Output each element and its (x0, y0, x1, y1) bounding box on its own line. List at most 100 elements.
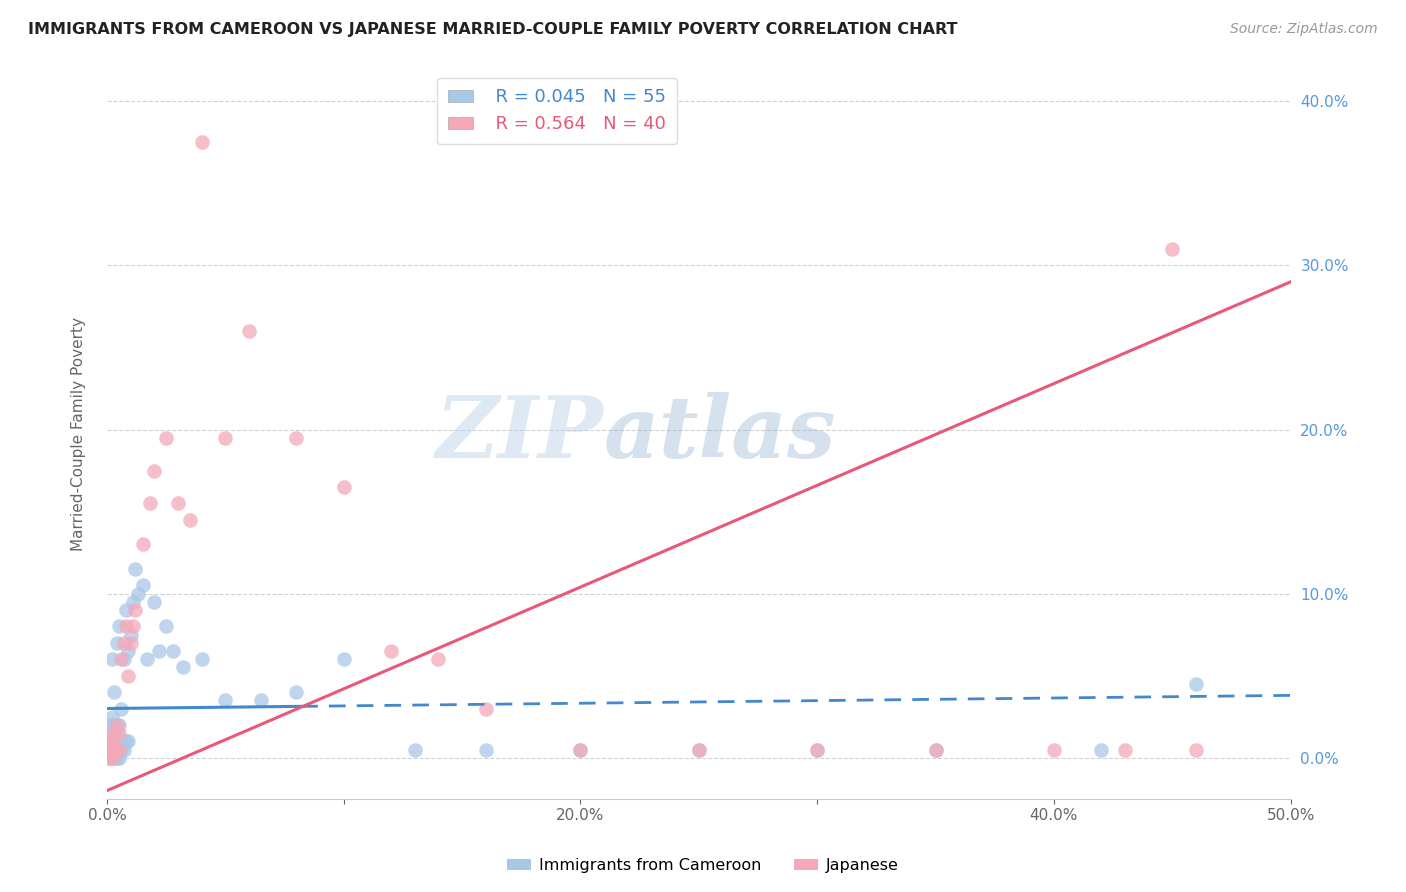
Point (124, 603, 146, 617)
Point (110, 734, 132, 748)
Point (124, 562, 146, 576)
Point (105, 636, 128, 650)
Point (190, 136, 212, 150)
Point (103, 742, 125, 756)
Point (250, 693, 273, 707)
Point (333, 652, 356, 666)
Point (380, 644, 402, 658)
Point (98, 750, 121, 764)
Point (108, 742, 131, 756)
Point (1185, 677, 1208, 691)
Point (122, 595, 145, 609)
Point (112, 742, 135, 756)
Point (167, 496, 190, 510)
Point (131, 537, 153, 551)
Point (112, 636, 135, 650)
Point (101, 750, 124, 764)
Point (112, 652, 135, 666)
Point (688, 742, 710, 756)
Point (333, 480, 356, 494)
Point (101, 726, 124, 740)
Point (475, 701, 498, 715)
Point (101, 709, 124, 723)
Point (1114, 742, 1136, 756)
Point (101, 742, 124, 756)
Y-axis label: Married-Couple Family Poverty: Married-Couple Family Poverty (72, 317, 86, 550)
Point (569, 742, 592, 756)
Point (101, 734, 124, 748)
Point (155, 431, 177, 445)
Point (214, 431, 236, 445)
Point (108, 742, 131, 756)
Point (806, 742, 828, 756)
Point (127, 587, 149, 601)
Point (120, 636, 142, 650)
Point (117, 644, 139, 658)
Text: atlas: atlas (605, 392, 837, 475)
Point (117, 668, 139, 682)
Point (105, 742, 128, 756)
Point (136, 652, 159, 666)
Point (1043, 742, 1066, 756)
Point (806, 742, 828, 756)
Point (155, 619, 177, 633)
Text: IMMIGRANTS FROM CAMEROON VS JAPANESE MARRIED-COUPLE FAMILY POVERTY CORRELATION C: IMMIGRANTS FROM CAMEROON VS JAPANESE MAR… (28, 22, 957, 37)
Point (1161, 242, 1184, 256)
Point (1090, 742, 1112, 756)
Point (190, 652, 212, 666)
Point (105, 726, 128, 740)
Point (138, 496, 160, 510)
Text: Source: ZipAtlas.com: Source: ZipAtlas.com (1230, 22, 1378, 37)
Point (105, 742, 128, 756)
Point (115, 603, 138, 617)
Point (214, 693, 236, 707)
Point (110, 742, 132, 756)
Point (101, 652, 124, 666)
Point (110, 652, 132, 666)
Point (475, 742, 498, 756)
Point (103, 718, 125, 732)
Point (108, 750, 131, 764)
Point (115, 734, 138, 748)
Point (98, 734, 121, 748)
Legend: Immigrants from Cameroon, Japanese: Immigrants from Cameroon, Japanese (501, 852, 905, 880)
Point (924, 742, 946, 756)
Point (103, 750, 125, 764)
Point (179, 513, 201, 527)
Point (108, 619, 131, 633)
Point (98, 742, 121, 756)
Text: ZIP: ZIP (436, 392, 605, 475)
Point (172, 660, 194, 674)
Point (103, 734, 125, 748)
Point (569, 742, 592, 756)
Point (143, 464, 166, 478)
Point (103, 742, 125, 756)
Point (98, 734, 121, 748)
Point (117, 734, 139, 748)
Point (285, 431, 308, 445)
Legend:   R = 0.045   N = 55,   R = 0.564   N = 40: R = 0.045 N = 55, R = 0.564 N = 40 (437, 78, 676, 145)
Point (427, 652, 450, 666)
Point (131, 578, 153, 592)
Point (924, 742, 946, 756)
Point (110, 701, 132, 715)
Point (103, 685, 125, 699)
Point (120, 628, 142, 642)
Point (98, 718, 121, 732)
Point (238, 324, 260, 338)
Point (108, 726, 131, 740)
Point (688, 742, 710, 756)
Point (285, 685, 308, 699)
Point (103, 726, 125, 740)
Point (122, 619, 145, 633)
Point (101, 750, 124, 764)
Point (115, 619, 138, 633)
Point (162, 644, 184, 658)
Point (1185, 742, 1208, 756)
Point (98, 750, 121, 764)
Point (98, 742, 121, 756)
Point (108, 718, 131, 732)
Point (404, 742, 426, 756)
Point (105, 750, 128, 764)
Point (105, 718, 128, 732)
